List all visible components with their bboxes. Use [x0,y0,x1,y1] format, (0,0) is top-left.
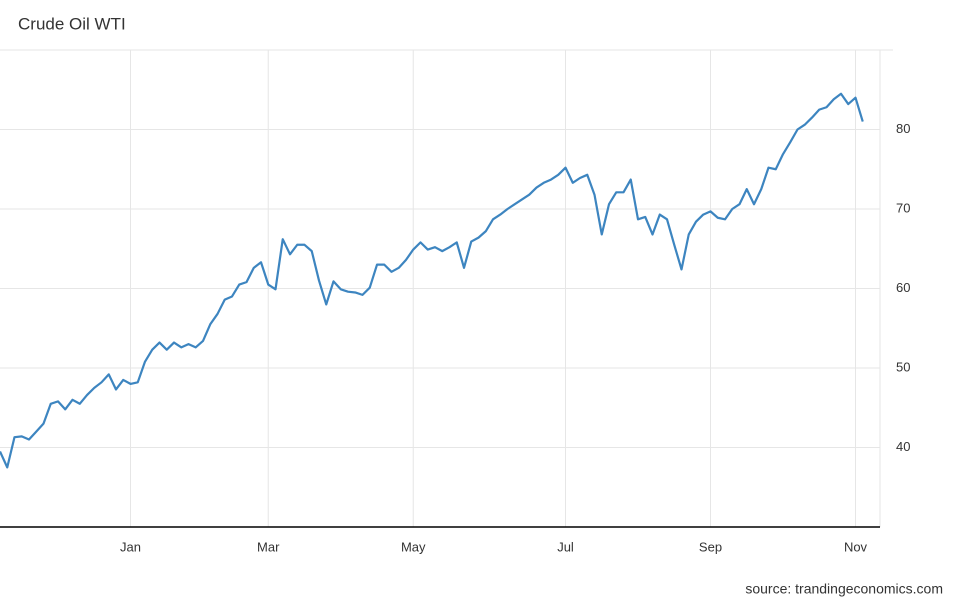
x-tick-label: Jan [120,539,141,554]
x-tick-label: May [401,539,426,554]
y-tick-label: 70 [896,200,910,215]
y-tick-label: 80 [896,121,910,136]
x-tick-label: Jul [557,539,574,554]
data-line [0,92,864,469]
y-tick-label: 40 [896,439,910,454]
chart-title: Crude Oil WTI [18,14,126,33]
x-tick-label: Mar [257,539,280,554]
y-tick-label: 60 [896,280,910,295]
x-tick-label: Nov [844,539,868,554]
x-tick-label: Sep [699,539,722,554]
source-note: source: trandingeconomics.com [745,581,943,597]
y-tick-label: 50 [896,359,910,374]
